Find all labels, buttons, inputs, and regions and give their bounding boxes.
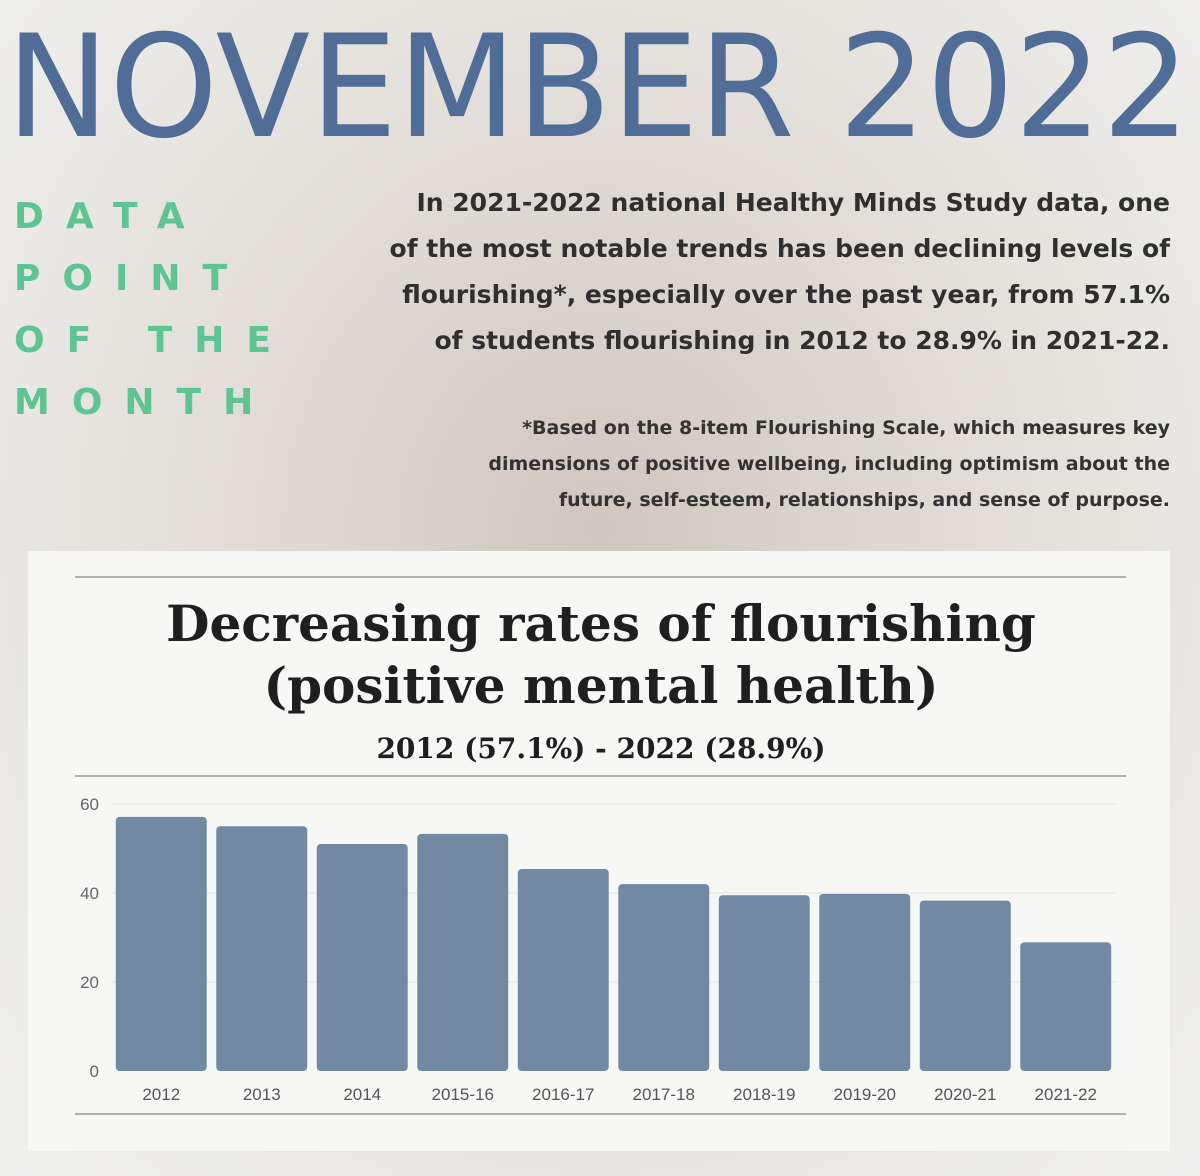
page-headline: NOVEMBER 2022 [8,8,1192,158]
x-tick-label: 2015-16 [432,1085,494,1104]
bar-2012 [115,816,207,1071]
intro-paragraph: In 2021-2022 national Healthy Minds Stud… [250,180,1170,364]
footnote-line: *Based on the 8-item Flourishing Scale, … [522,417,1170,439]
chart-title: Decreasing rates of flourishing [166,594,1036,653]
x-tick-label: 2014 [343,1085,381,1104]
bar-2016-17 [517,868,609,1071]
y-tick-label: 40 [80,884,99,903]
x-tick-label: 2013 [243,1085,281,1104]
bar-2019-20 [819,893,911,1071]
badge-line-point: POINT [14,258,250,299]
bar-2014 [316,844,408,1071]
x-tick-label: 2019-20 [834,1085,896,1104]
x-tick-label: 2017-18 [633,1085,695,1104]
x-tick-label: 2018-19 [733,1085,795,1104]
intro-line: flourishing*, especially over the past y… [402,280,1170,309]
intro-line: of students flourishing in 2012 to 28.9%… [434,326,1170,355]
x-tick-label: 2012 [142,1085,180,1104]
y-tick-label: 0 [90,1062,99,1081]
x-tick-label: 2020-21 [934,1085,996,1104]
chart-title-line-2: (positive mental health) [263,656,938,715]
y-tick-label: 60 [80,795,99,814]
bar-2021-22 [1020,942,1112,1071]
footnote-paragraph: *Based on the 8-item Flourishing Scale, … [300,410,1170,518]
y-axis-ticks: 0 20 40 60 [80,795,99,1081]
badge-line-month: MONTH [14,382,276,423]
chart-subtitle: 2012 (57.1%) - 2022 (28.9%) [376,732,825,765]
bar-2013 [216,826,308,1071]
footnote-line: future, self-esteem, relationships, and … [558,489,1170,511]
bar-2020-21 [919,900,1011,1071]
x-axis-ticks: 2012 2013 2014 2015-16 2016-17 2017-18 2018-19… [142,1085,1097,1104]
intro-line: of the most notable trends has been decl… [389,234,1170,263]
x-tick-label: 2016-17 [532,1085,594,1104]
badge-line-data: DATA [14,196,207,237]
bar-2018-19 [718,895,810,1071]
headline-text: NOVEMBER 2022 [8,8,1190,158]
bar-2017-18 [618,884,710,1071]
bar-2015-16 [417,833,509,1071]
x-tick-label: 2021-22 [1035,1085,1097,1104]
bars [115,816,1112,1071]
chart-card: Decreasing rates of flourishing (positiv… [28,551,1170,1151]
footnote-line: dimensions of positive wellbeing, includ… [488,453,1170,475]
intro-line: In 2021-2022 national Healthy Minds Stud… [416,188,1170,217]
bar-chart: Decreasing rates of flourishing (positiv… [75,576,1126,1115]
y-tick-label: 20 [80,973,99,992]
badge-line-of-the: OF THE [14,320,294,361]
data-point-of-the-month-badge: DATA POINT OF THE MONTH [14,186,294,434]
